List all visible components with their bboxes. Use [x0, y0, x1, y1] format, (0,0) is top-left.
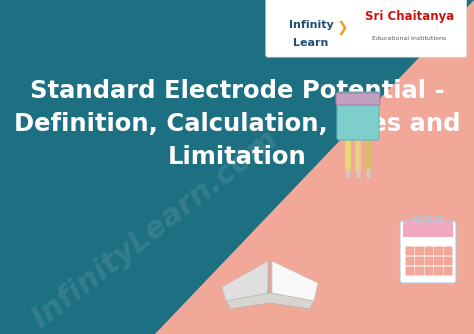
Polygon shape — [155, 0, 474, 334]
Text: ❯: ❯ — [337, 21, 348, 34]
FancyBboxPatch shape — [425, 246, 434, 256]
Polygon shape — [226, 293, 314, 309]
Text: Learn: Learn — [293, 38, 329, 48]
FancyBboxPatch shape — [434, 257, 443, 266]
Text: Infinity: Infinity — [289, 20, 334, 30]
FancyBboxPatch shape — [400, 221, 456, 283]
FancyBboxPatch shape — [405, 246, 414, 256]
FancyBboxPatch shape — [336, 93, 380, 105]
FancyBboxPatch shape — [425, 267, 434, 276]
Text: InfinityLearn.com: InfinityLearn.com — [27, 124, 283, 334]
FancyBboxPatch shape — [434, 246, 443, 256]
FancyBboxPatch shape — [266, 0, 466, 57]
Text: Sri Chaitanya: Sri Chaitanya — [365, 10, 454, 23]
Bar — [403, 221, 453, 237]
FancyBboxPatch shape — [337, 92, 379, 140]
Polygon shape — [272, 261, 318, 301]
FancyBboxPatch shape — [434, 267, 443, 276]
Text: Educational Institutions: Educational Institutions — [372, 36, 447, 41]
FancyBboxPatch shape — [415, 246, 424, 256]
Text: Standard Electrode Potential -
Definition, Calculation, Uses and
Limitation: Standard Electrode Potential - Definitio… — [14, 78, 460, 169]
FancyBboxPatch shape — [405, 267, 414, 276]
FancyBboxPatch shape — [405, 257, 414, 266]
FancyBboxPatch shape — [444, 246, 453, 256]
FancyBboxPatch shape — [415, 257, 424, 266]
FancyBboxPatch shape — [444, 267, 453, 276]
FancyBboxPatch shape — [415, 267, 424, 276]
FancyBboxPatch shape — [444, 257, 453, 266]
Polygon shape — [222, 261, 268, 301]
FancyBboxPatch shape — [425, 257, 434, 266]
